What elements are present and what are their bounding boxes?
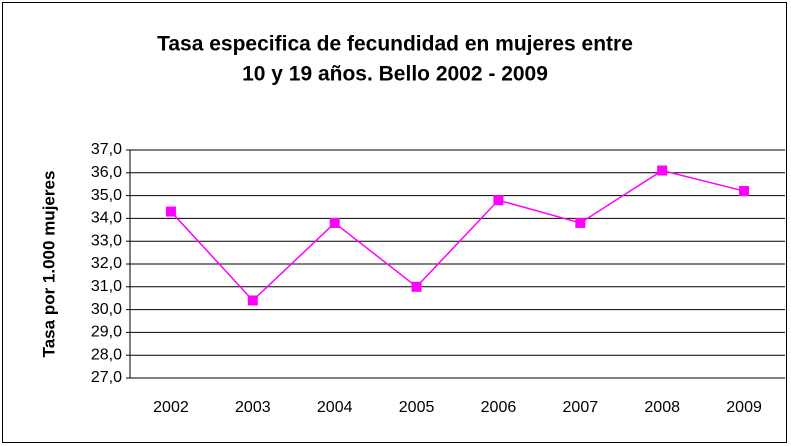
y-tick-label: 33,0 [91,232,122,249]
x-tick-label: 2005 [399,399,435,416]
data-point [739,186,750,197]
data-point [411,281,422,292]
data-point [165,206,176,217]
data-point [329,217,340,228]
data-point [247,295,258,306]
x-tick-label: 2003 [235,399,271,416]
y-tick-label: 36,0 [91,164,122,181]
y-tick-label: 35,0 [91,187,122,204]
x-tick-label: 2007 [563,399,599,416]
y-axis-label: Tasa por 1.000 mujeres [39,171,58,358]
y-tick-label: 28,0 [91,346,122,363]
chart-title: 10 y 19 años. Bello 2002 - 2009 [242,63,548,86]
data-point [657,165,668,176]
y-tick-label: 29,0 [91,324,122,341]
y-tick-label: 32,0 [91,255,122,272]
x-tick-label: 2009 [726,399,762,416]
data-line [170,169,745,302]
y-tick-label: 34,0 [91,210,122,227]
y-tick-label: 31,0 [91,278,122,295]
y-tick-label: 27,0 [91,369,122,386]
y-tick-label: 37,0 [91,141,122,158]
data-point [575,217,586,228]
x-tick-label: 2002 [153,399,189,416]
chart-title: Tasa especifica de fecundidad en mujeres… [157,33,633,56]
x-tick-label: 2006 [481,399,517,416]
data-point [493,195,504,206]
x-tick-label: 2008 [644,399,680,416]
x-tick-label: 2004 [317,399,353,416]
y-tick-label: 30,0 [91,301,122,318]
